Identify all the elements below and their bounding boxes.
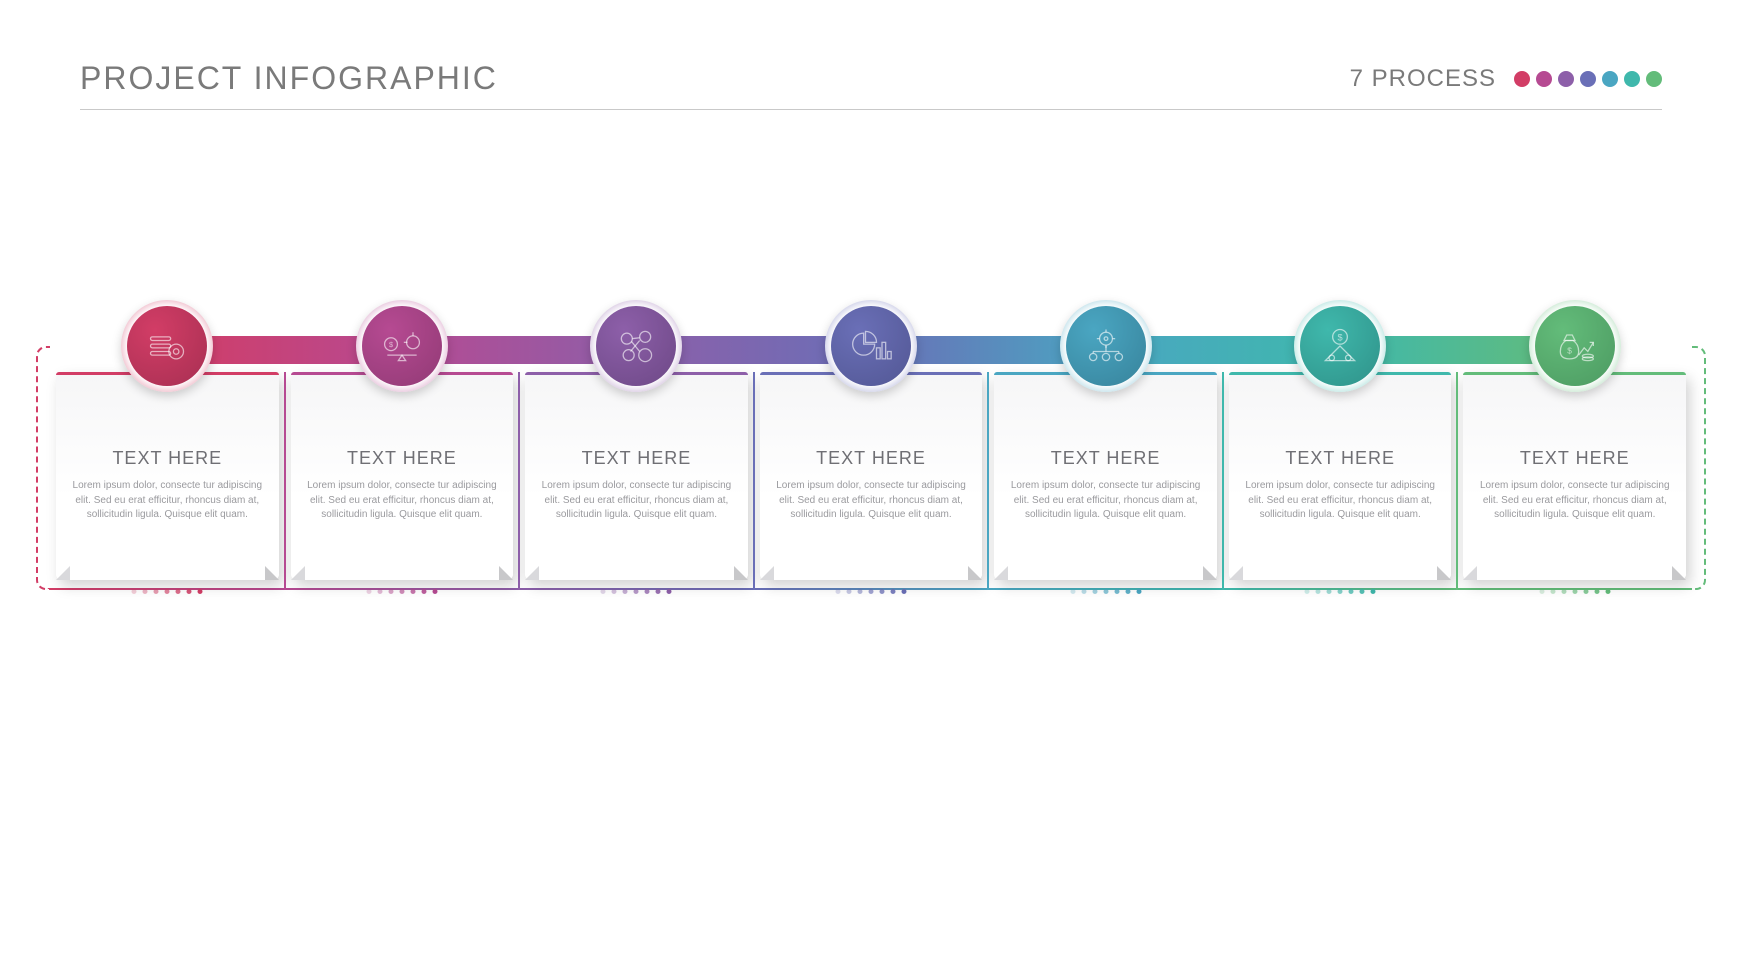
step-separator <box>284 372 286 590</box>
legend-dot <box>1602 71 1618 87</box>
step-heading: TEXT HERE <box>72 448 263 469</box>
step-badge <box>1529 300 1621 392</box>
step-card: TEXT HERE Lorem ipsum dolor, consecte tur… <box>56 372 279 580</box>
header: PROJECT INFOGRAPHIC 7 PROCESS <box>80 60 1662 110</box>
infographic-stage: TEXT HERE Lorem ipsum dolor, consecte tur… <box>50 300 1692 580</box>
step-separator <box>518 372 520 590</box>
legend-dot <box>1514 71 1530 87</box>
step-body: Lorem ipsum dolor, consecte tur adipisci… <box>1245 479 1436 523</box>
legend-dots <box>1514 71 1662 87</box>
legend-dot <box>1536 71 1552 87</box>
step-heading: TEXT HERE <box>307 448 498 469</box>
baseline-dot-trail <box>1539 589 1610 594</box>
risk-dollar-icon <box>1300 306 1380 386</box>
step-badge <box>825 300 917 392</box>
baseline-dot-trail <box>601 589 672 594</box>
step-card: TEXT HERE Lorem ipsum dolor, consecte tur… <box>760 372 983 580</box>
step-card: TEXT HERE Lorem ipsum dolor, consecte tur… <box>1463 372 1686 580</box>
step-separator <box>987 372 989 590</box>
step-heading: TEXT HERE <box>541 448 732 469</box>
target-layers-icon <box>127 306 207 386</box>
step-heading: TEXT HERE <box>1245 448 1436 469</box>
step-card: TEXT HERE Lorem ipsum dolor, consecte tur… <box>1229 372 1452 580</box>
frame-rail-left <box>36 346 50 590</box>
baseline-dot-trail <box>366 589 437 594</box>
balance-idea-icon <box>362 306 442 386</box>
step-badge <box>590 300 682 392</box>
step-body: Lorem ipsum dolor, consecte tur adipisci… <box>307 479 498 523</box>
step-body: Lorem ipsum dolor, consecte tur adipisci… <box>541 479 732 523</box>
legend-dot <box>1580 71 1596 87</box>
step-body: Lorem ipsum dolor, consecte tur adipisci… <box>1010 479 1201 523</box>
step-badge <box>1294 300 1386 392</box>
frame-rail-right <box>1692 346 1706 590</box>
gear-flow-icon <box>1066 306 1146 386</box>
step-separator <box>1222 372 1224 590</box>
process-count: 7 PROCESS <box>1350 65 1662 93</box>
legend-dot <box>1624 71 1640 87</box>
money-growth-icon <box>1535 306 1615 386</box>
legend-dot <box>1558 71 1574 87</box>
step-card: TEXT HERE Lorem ipsum dolor, consecte tur… <box>291 372 514 580</box>
step-heading: TEXT HERE <box>1010 448 1201 469</box>
step-heading: TEXT HERE <box>1479 448 1670 469</box>
process-count-label: 7 PROCESS <box>1350 65 1496 93</box>
baseline-dot-trail <box>132 589 203 594</box>
pie-bars-icon <box>831 306 911 386</box>
baseline-dot-trail <box>1305 589 1376 594</box>
legend-dot <box>1646 71 1662 87</box>
baseline-dot-trail <box>1070 589 1141 594</box>
step-badge <box>356 300 448 392</box>
step-heading: TEXT HERE <box>776 448 967 469</box>
step-separator <box>753 372 755 590</box>
process-step: TEXT HERE Lorem ipsum dolor, consecte tur… <box>1457 300 1692 580</box>
analytics-nodes-icon <box>596 306 676 386</box>
step-body: Lorem ipsum dolor, consecte tur adipisci… <box>1479 479 1670 523</box>
baseline-dot-trail <box>836 589 907 594</box>
step-badge <box>1060 300 1152 392</box>
step-badge <box>121 300 213 392</box>
step-card: TEXT HERE Lorem ipsum dolor, consecte tur… <box>525 372 748 580</box>
step-card: TEXT HERE Lorem ipsum dolor, consecte tur… <box>994 372 1217 580</box>
step-body: Lorem ipsum dolor, consecte tur adipisci… <box>72 479 263 523</box>
page-title: PROJECT INFOGRAPHIC <box>80 60 498 97</box>
step-separator <box>1456 372 1458 590</box>
step-body: Lorem ipsum dolor, consecte tur adipisci… <box>776 479 967 523</box>
steps-row: TEXT HERE Lorem ipsum dolor, consecte tur… <box>50 300 1692 580</box>
